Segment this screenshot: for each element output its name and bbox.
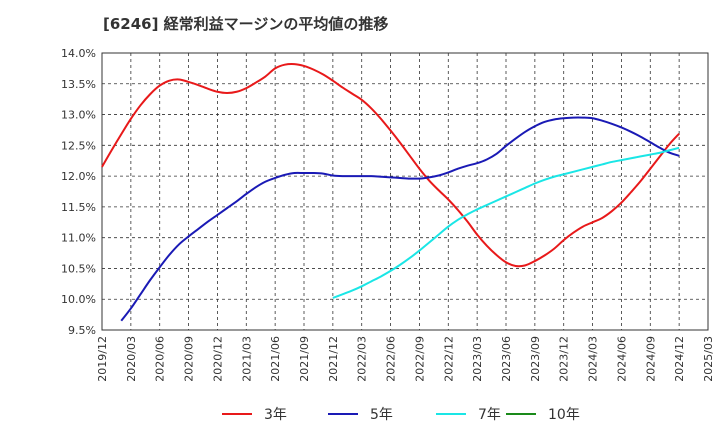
- x-tick-label: 2025/03: [702, 336, 715, 382]
- chart-title: [6246] 経常利益マージンの平均値の推移: [103, 15, 389, 33]
- series-line: [332, 146, 680, 299]
- plot-border: [101, 52, 709, 331]
- x-tick-label: 2022/09: [413, 336, 426, 382]
- y-tick-label: 13.0%: [61, 109, 96, 122]
- x-tick-label: 2022/03: [356, 336, 369, 382]
- legend-label: 3年: [264, 407, 287, 423]
- y-tick-label: 13.5%: [61, 78, 96, 91]
- y-tick-label: 10.0%: [61, 293, 96, 306]
- x-tick-label: 2024/06: [615, 336, 628, 382]
- y-tick-label: 14.0%: [61, 47, 96, 60]
- x-tick-label: 2021/06: [269, 336, 282, 382]
- x-tick-label: 2023/03: [471, 336, 484, 382]
- y-axis: 14.0% 13.5% 13.0% 12.5% 12.0% 11.5% 11.0% 10.5%…: [61, 47, 96, 337]
- legend-label: 10年: [548, 407, 580, 423]
- x-tick-label: 2023/12: [558, 336, 571, 382]
- x-tick-label: 2024/09: [644, 336, 657, 382]
- x-tick-label: 2024/03: [587, 336, 600, 382]
- x-tick-label: 2019/12: [96, 336, 109, 382]
- x-tick-label: 2024/12: [673, 336, 686, 382]
- x-tick-label: 2021/03: [240, 336, 253, 382]
- x-tick-label: 2020/06: [154, 336, 167, 382]
- y-tick-label: 12.5%: [61, 139, 96, 152]
- series-line: [120, 116, 680, 322]
- x-tick-label: 2020/12: [211, 336, 224, 382]
- legend-label: 5年: [370, 407, 393, 423]
- x-tick-label: 2022/06: [385, 336, 398, 382]
- grid: [101, 52, 709, 331]
- y-tick-label: 9.5%: [68, 324, 96, 337]
- legend-label: 7年: [478, 407, 501, 423]
- x-axis: 2019/12 2020/03 2020/06 2020/09 2020/12 2021/…: [96, 336, 715, 382]
- y-tick-label: 11.0%: [61, 232, 96, 245]
- y-tick-label: 10.5%: [61, 262, 96, 275]
- x-tick-label: 2020/09: [183, 336, 196, 382]
- x-tick-label: 2021/12: [327, 336, 340, 382]
- series-layer: [101, 62, 680, 322]
- y-tick-label: 12.0%: [61, 170, 96, 183]
- x-tick-label: 2023/06: [500, 336, 513, 382]
- x-tick-label: 2020/03: [125, 336, 138, 382]
- x-tick-label: 2022/12: [442, 336, 455, 382]
- y-tick-label: 11.5%: [61, 201, 96, 214]
- x-tick-label: 2021/09: [298, 336, 311, 382]
- x-tick-label: 2023/09: [529, 336, 542, 382]
- series-line: [101, 62, 680, 268]
- legend: 3年 5年 7年 10年: [222, 407, 580, 423]
